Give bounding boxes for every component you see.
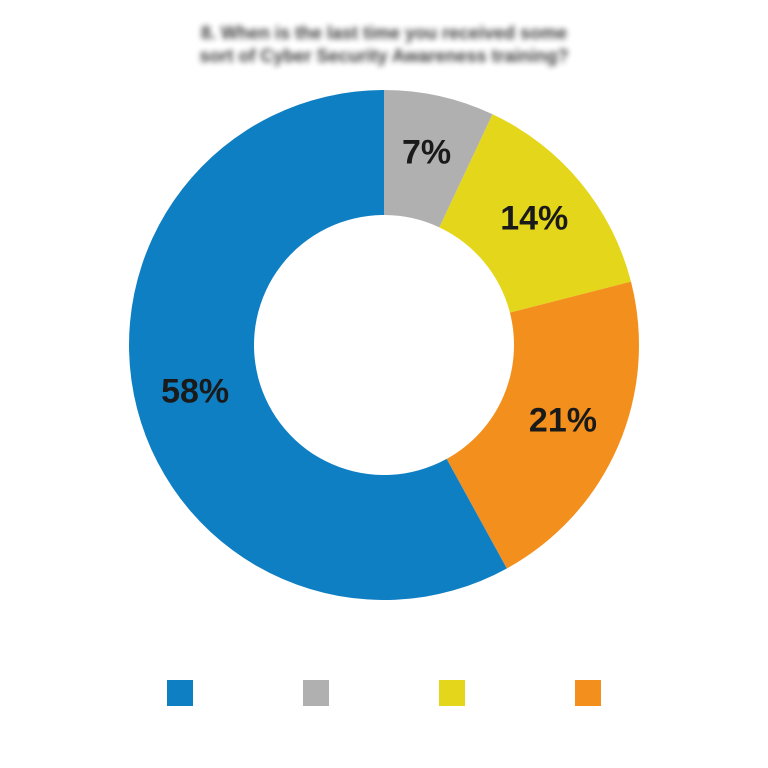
legend-item-1: [439, 680, 465, 706]
legend-item-3: [167, 680, 193, 706]
legend-swatch-0: [303, 680, 329, 706]
legend-swatch-1: [439, 680, 465, 706]
legend-item-0: [303, 680, 329, 706]
legend-swatch-3: [167, 680, 193, 706]
slice-label-3: 58%: [161, 372, 229, 410]
slice-label-1: 14%: [500, 200, 568, 238]
title-line-1: 8. When is the last time you received so…: [201, 23, 567, 43]
donut-chart: 7% 14% 21% 58%: [124, 85, 644, 605]
title-line-2: sort of Cyber Security Awareness trainin…: [199, 46, 568, 66]
chart-title: 8. When is the last time you received so…: [0, 22, 768, 67]
donut-svg: 7% 14% 21% 58%: [124, 85, 644, 605]
chart-container: 8. When is the last time you received so…: [0, 0, 768, 768]
legend-item-2: [575, 680, 601, 706]
slice-label-2: 21%: [529, 401, 597, 439]
legend-swatch-2: [575, 680, 601, 706]
legend: [167, 680, 601, 706]
slice-label-0: 7%: [402, 134, 451, 172]
